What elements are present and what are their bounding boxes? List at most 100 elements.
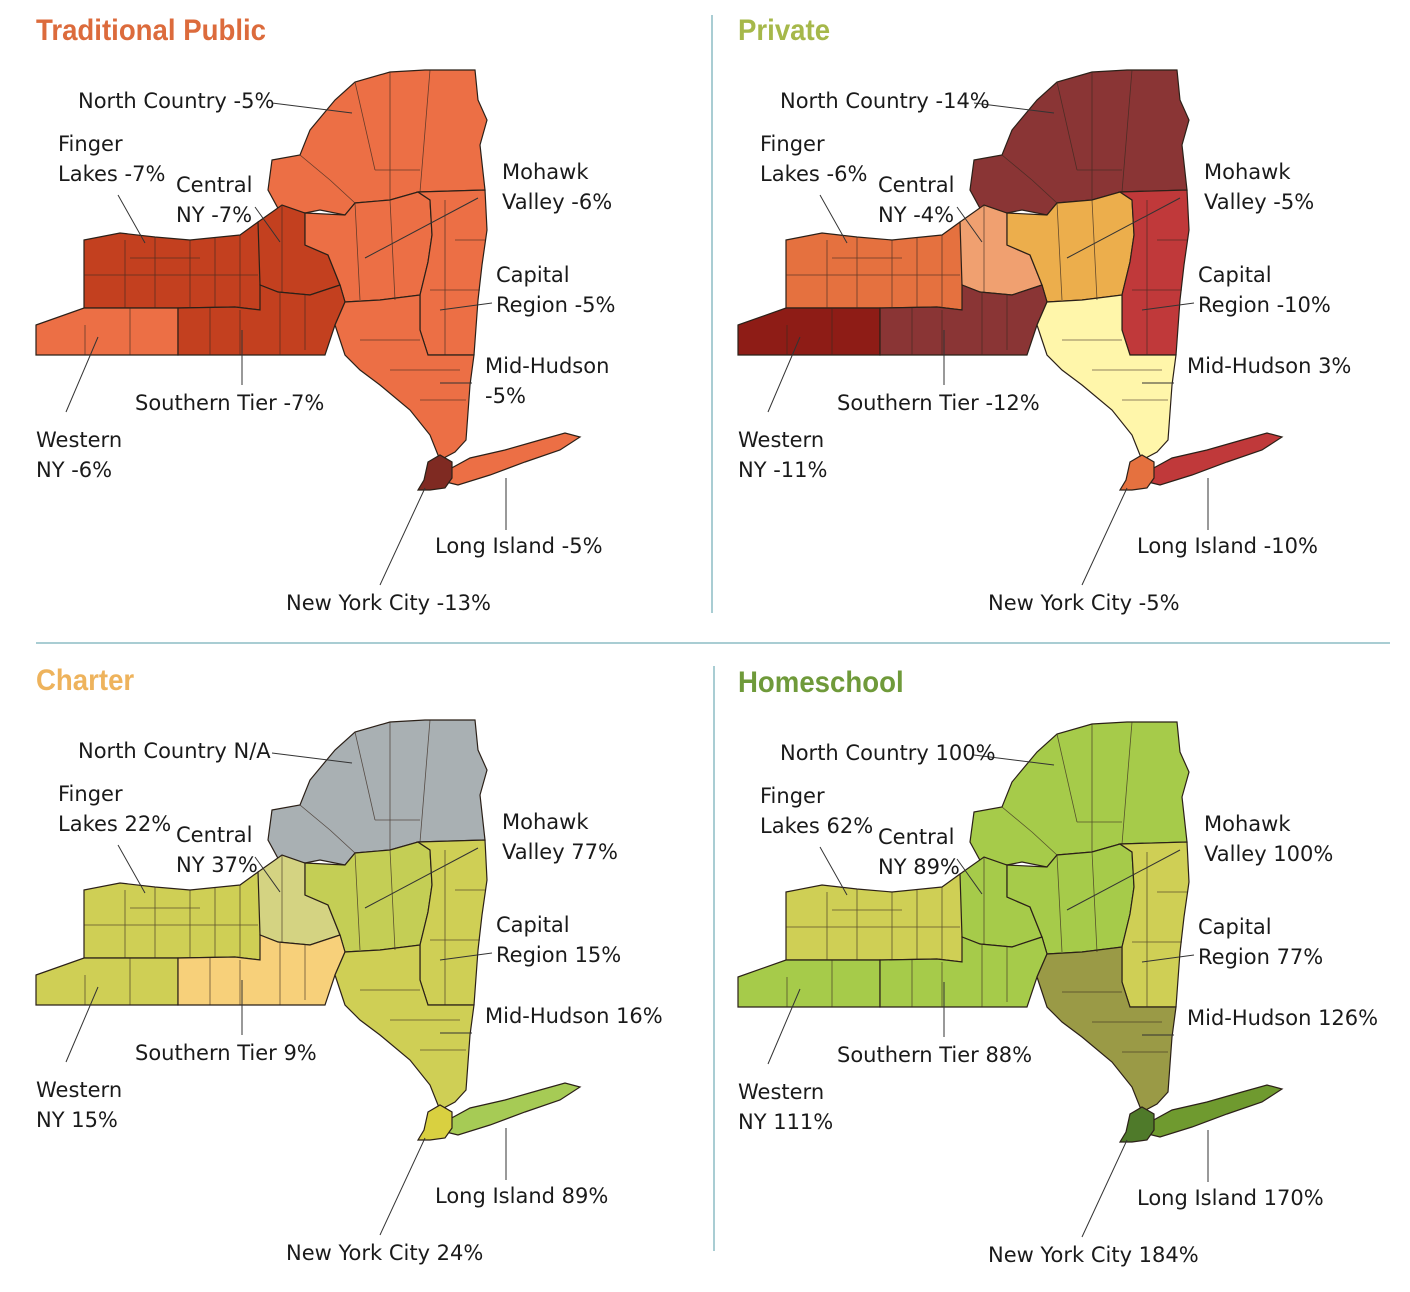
leader-capital bbox=[1141, 302, 1195, 311]
panel-title: Private bbox=[738, 14, 831, 47]
region-mid-hudson bbox=[1036, 294, 1177, 461]
region-western-ny bbox=[737, 307, 881, 356]
label-southern-tier: Southern Tier -12% bbox=[837, 391, 1040, 415]
label-finger-lakes: Finger Lakes 62% bbox=[760, 784, 873, 838]
label-mid-hudson: Mid-Hudson 126% bbox=[1187, 1006, 1378, 1030]
region-long-island bbox=[445, 1082, 582, 1136]
leader-central bbox=[254, 206, 281, 243]
label-central: Central NY 89% bbox=[878, 825, 960, 879]
leader-north-country bbox=[973, 754, 1055, 766]
region-new-york-city bbox=[416, 1104, 453, 1141]
label-north-country: North Country N/A bbox=[78, 739, 271, 763]
panel-title: Homeschool bbox=[738, 666, 904, 699]
region-southern-tier bbox=[177, 934, 346, 1006]
region-western-ny bbox=[35, 307, 179, 356]
label-western: Western NY -6% bbox=[36, 428, 122, 482]
map-panel-charter: Charter bbox=[0, 650, 705, 1290]
region-mid-hudson bbox=[334, 294, 475, 461]
label-capital: Capital Region 15% bbox=[496, 913, 621, 967]
label-western: Western NY 111% bbox=[738, 1080, 833, 1134]
leader-western bbox=[767, 336, 801, 413]
leader-western bbox=[65, 336, 99, 413]
leader-north-country bbox=[271, 102, 353, 114]
label-nyc: New York City -5% bbox=[988, 591, 1180, 615]
region-new-york-city bbox=[1118, 454, 1155, 491]
leader-finger-lakes bbox=[819, 194, 848, 244]
label-mohawk: Mohawk Valley 77% bbox=[502, 810, 618, 864]
leader-nyc bbox=[1081, 487, 1128, 586]
label-central: Central NY -4% bbox=[878, 173, 954, 227]
leader-nyc bbox=[379, 487, 426, 586]
region-finger-lakes bbox=[785, 872, 965, 963]
region-long-island bbox=[1147, 1084, 1284, 1138]
region-long-island bbox=[445, 432, 582, 486]
leader-finger-lakes bbox=[117, 194, 146, 244]
label-mid-hudson: Mid-Hudson 3% bbox=[1187, 354, 1351, 378]
label-north-country: North Country -5% bbox=[78, 89, 274, 113]
county-lines bbox=[786, 721, 1187, 1053]
leader-mohawk bbox=[1066, 849, 1181, 911]
region-long-island bbox=[1147, 432, 1284, 486]
label-mid-hudson: Mid-Hudson -5% bbox=[485, 354, 609, 408]
leader-capital bbox=[439, 952, 493, 961]
label-southern-tier: Southern Tier 88% bbox=[837, 1043, 1032, 1067]
leader-north-country bbox=[271, 752, 353, 764]
region-north-country bbox=[969, 721, 1190, 868]
label-mohawk: Mohawk Valley -5% bbox=[1204, 160, 1314, 214]
leader-western bbox=[767, 988, 801, 1065]
region-north-country bbox=[267, 719, 488, 866]
map-panel-homeschool: Homeschool bbox=[702, 652, 1407, 1292]
leader-nyc bbox=[1081, 1139, 1128, 1238]
label-nyc: New York City 184% bbox=[988, 1243, 1199, 1267]
label-long-island: Long Island -5% bbox=[435, 534, 603, 558]
leader-central bbox=[956, 206, 983, 243]
label-finger-lakes: Finger Lakes -6% bbox=[760, 132, 867, 186]
label-capital: Capital Region -5% bbox=[496, 263, 615, 317]
county-lines bbox=[84, 69, 485, 401]
label-mohawk: Mohawk Valley 100% bbox=[1204, 812, 1333, 866]
panel-title: Charter bbox=[36, 664, 135, 697]
label-capital: Capital Region -10% bbox=[1198, 263, 1331, 317]
label-southern-tier: Southern Tier 9% bbox=[135, 1041, 317, 1065]
region-southern-tier bbox=[879, 284, 1048, 356]
label-western: Western NY 15% bbox=[36, 1078, 122, 1132]
label-mid-hudson: Mid-Hudson 16% bbox=[485, 1004, 663, 1028]
county-lines bbox=[786, 69, 1187, 401]
region-western-ny bbox=[35, 957, 179, 1006]
label-nyc: New York City 24% bbox=[286, 1241, 483, 1265]
region-new-york-city bbox=[1118, 1106, 1155, 1143]
label-western: Western NY -11% bbox=[738, 428, 827, 482]
leader-finger-lakes bbox=[819, 846, 848, 896]
region-southern-tier bbox=[177, 284, 346, 356]
vertical-divider-bottom bbox=[713, 666, 715, 1251]
label-mohawk: Mohawk Valley -6% bbox=[502, 160, 612, 214]
region-western-ny bbox=[737, 959, 881, 1008]
label-capital: Capital Region 77% bbox=[1198, 915, 1323, 969]
leader-capital bbox=[1141, 954, 1195, 963]
label-central: Central NY -7% bbox=[176, 173, 252, 227]
county-lines bbox=[84, 719, 485, 1051]
leader-capital bbox=[439, 302, 493, 311]
label-finger-lakes: Finger Lakes -7% bbox=[58, 132, 165, 186]
label-southern-tier: Southern Tier -7% bbox=[135, 391, 324, 415]
region-new-york-city bbox=[416, 454, 453, 491]
label-central: Central NY 37% bbox=[176, 823, 258, 877]
label-north-country: North Country 100% bbox=[780, 741, 996, 765]
panel-title: Traditional Public bbox=[36, 14, 267, 47]
leader-mohawk bbox=[364, 197, 479, 259]
region-mid-hudson bbox=[334, 944, 475, 1111]
region-southern-tier bbox=[879, 936, 1048, 1008]
leader-central bbox=[956, 858, 983, 895]
region-north-country bbox=[267, 69, 488, 216]
label-long-island: Long Island -10% bbox=[1137, 534, 1318, 558]
leader-mohawk bbox=[364, 847, 479, 909]
label-long-island: Long Island 170% bbox=[1137, 1186, 1324, 1210]
leader-mohawk bbox=[1066, 197, 1181, 259]
label-long-island: Long Island 89% bbox=[435, 1184, 608, 1208]
region-finger-lakes bbox=[83, 220, 263, 311]
region-mid-hudson bbox=[1036, 946, 1177, 1113]
leader-nyc bbox=[379, 1137, 426, 1236]
label-north-country: North Country -14% bbox=[780, 89, 990, 113]
vertical-divider-top bbox=[711, 15, 713, 613]
leader-central bbox=[254, 856, 281, 893]
